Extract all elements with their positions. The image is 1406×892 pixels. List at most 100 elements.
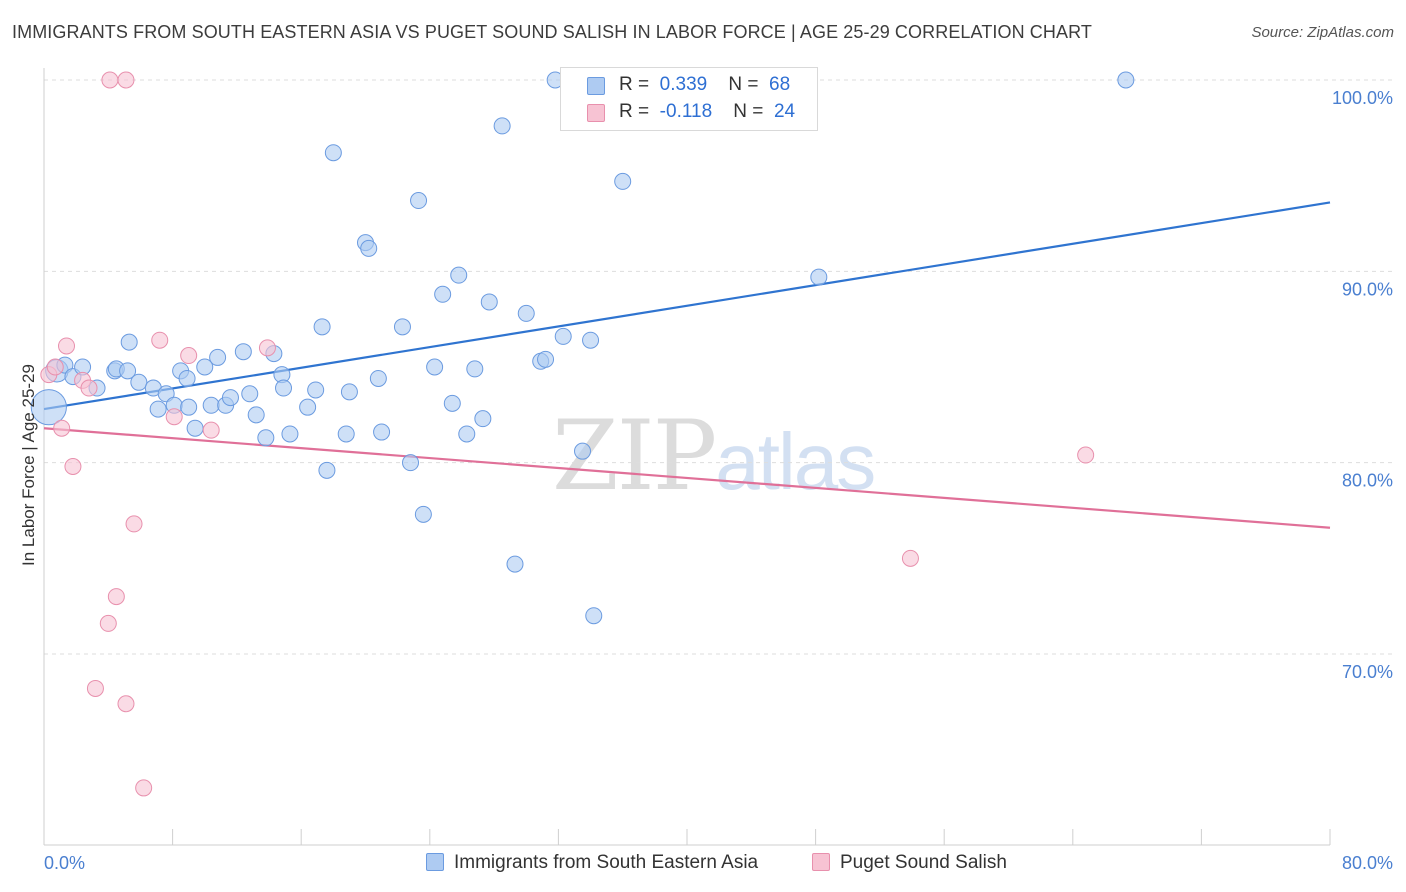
data-point-puget-sound-salish [151,331,169,349]
data-point-southeast-asia [318,461,336,479]
legend-n-value-pink: 24 [773,101,796,122]
legend-swatch-blue [587,77,605,95]
data-point-southeast-asia [340,383,358,401]
x-tick-label: 0.0% [44,853,85,873]
axes [43,68,1331,846]
bottom-legend-swatch-blue [426,853,444,871]
data-point-southeast-asia [234,343,252,361]
data-point-southeast-asia [373,423,391,441]
source-label: Source: ZipAtlas.com [1251,24,1394,41]
data-point-southeast-asia [247,406,265,424]
bottom-legend-label-blue: Immigrants from South Eastern Asia [454,852,759,873]
data-point-southeast-asia [493,117,511,135]
y-tick-label: 70.0% [1342,662,1393,682]
data-point-southeast-asia [149,400,167,418]
data-point-puget-sound-salish [53,419,71,437]
legend-r-label: R = [619,101,650,122]
correlation-legend: R = 0.339 N = 68 R = -0.118 N = 24 [560,67,818,131]
bottom-legend-label-pink: Puget Sound Salish [840,852,1007,873]
data-point-southeast-asia [574,442,592,460]
data-point-southeast-asia [582,331,600,349]
data-point-puget-sound-salish [202,421,220,439]
data-point-puget-sound-salish [1077,446,1095,464]
legend-n-label: N = [733,101,764,122]
trend-lines [43,201,1331,529]
data-point-southeast-asia [307,381,325,399]
data-point-southeast-asia [458,425,476,443]
trend-line-puget-sound-salish [43,427,1331,529]
data-point-southeast-asia [221,389,239,407]
data-point-southeast-asia [585,607,603,625]
data-point-puget-sound-salish [180,347,198,365]
data-point-southeast-asia [506,555,524,573]
data-point-southeast-asia [120,333,138,351]
data-point-puget-sound-salish [58,337,76,355]
data-point-southeast-asia [426,358,444,376]
data-point-southeast-asia [313,318,331,336]
data-point-southeast-asia [434,285,452,303]
data-point-southeast-asia [180,398,198,416]
data-point-southeast-asia [554,327,572,345]
y-axis-label: In Labor Force | Age 25-29 [19,364,38,566]
data-point-southeast-asia [324,144,342,162]
data-point-southeast-asia [450,266,468,284]
data-point-puget-sound-salish [99,614,117,632]
data-point-southeast-asia [1117,71,1135,89]
bottom-legend-pink: Puget Sound Salish [812,852,1007,874]
data-point-southeast-asia [281,425,299,443]
legend-r-value-blue: 0.339 [659,74,708,95]
x-tick-label: 80.0% [1342,853,1393,873]
legend-n-value-blue: 68 [769,74,791,95]
data-point-southeast-asia [810,268,828,286]
data-point-puget-sound-salish [80,379,98,397]
data-point-southeast-asia [130,373,148,391]
data-point-southeast-asia [414,505,432,523]
data-point-southeast-asia [337,425,355,443]
data-point-southeast-asia [480,293,498,311]
data-point-southeast-asia [157,385,175,403]
data-point-southeast-asia [209,348,227,366]
data-point-southeast-asia [360,239,378,257]
legend-stats-pink: R = -0.118 N = 24 [619,101,795,123]
data-point-puget-sound-salish [135,779,153,797]
legend-stats-blue: R = 0.339 N = 68 [619,74,790,96]
data-point-puget-sound-salish [86,679,104,697]
data-point-puget-sound-salish [101,71,119,89]
data-point-southeast-asia [30,389,67,426]
data-point-puget-sound-salish [165,408,183,426]
legend-n-label: N = [728,74,759,95]
data-point-southeast-asia [369,369,387,387]
data-point-southeast-asia [537,350,555,368]
legend-r-label: R = [619,74,650,95]
chart-title: IMMIGRANTS FROM SOUTH EASTERN ASIA VS PU… [12,22,1092,42]
data-point-southeast-asia [241,385,259,403]
legend-r-value-pink: -0.118 [659,101,713,122]
y-tick-label: 100.0% [1332,88,1393,108]
legend-swatch-pink [587,104,605,122]
data-point-southeast-asia [119,362,137,380]
data-point-southeast-asia [202,396,220,414]
data-point-southeast-asia [402,454,420,472]
data-point-southeast-asia [299,398,317,416]
y-tick-label: 90.0% [1342,279,1393,299]
data-point-southeast-asia [410,192,428,210]
data-point-southeast-asia [196,358,214,376]
data-point-southeast-asia [474,410,492,428]
data-point-puget-sound-salish [46,358,64,376]
bottom-legend-swatch-pink [812,853,830,871]
data-point-puget-sound-salish [901,549,919,567]
data-point-southeast-asia [443,394,461,412]
data-point-southeast-asia [393,318,411,336]
trend-line-southeast-asia [43,201,1331,411]
tick-labels: 100.0% 90.0% 80.0% 70.0% 0.0% 80.0% [44,88,1393,873]
data-point-puget-sound-salish [107,588,125,606]
data-point-southeast-asia [466,360,484,378]
data-point-southeast-asia [186,419,204,437]
data-point-puget-sound-salish [125,515,143,533]
data-point-southeast-asia [614,172,632,190]
data-point-puget-sound-salish [64,457,82,475]
y-tick-label: 80.0% [1342,471,1393,491]
grid-lines [44,79,1394,655]
data-point-puget-sound-salish [117,71,135,89]
